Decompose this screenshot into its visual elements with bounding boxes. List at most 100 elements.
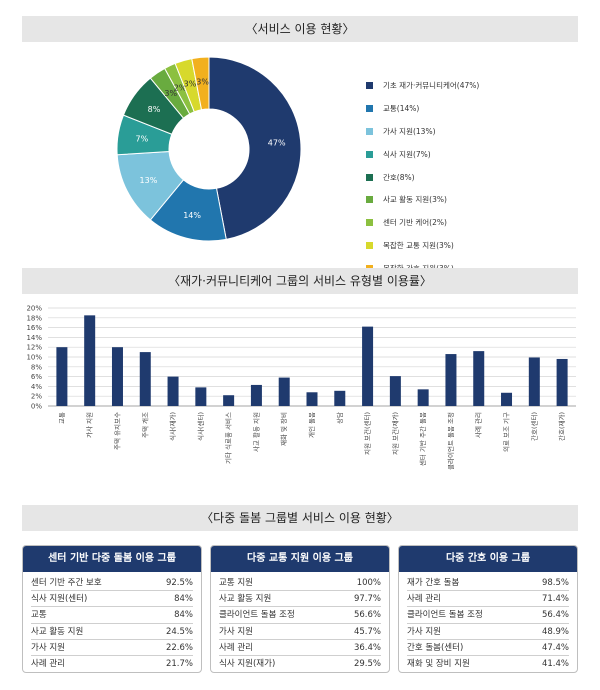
card-row-label: 가사 지원 <box>31 642 65 653</box>
card-row: 교통 지원 100% <box>219 575 381 592</box>
x-tick-label: 개인 돌봄 <box>307 412 316 438</box>
card-row-value: 48.9% <box>541 626 569 637</box>
x-tick-label: 주택 개조 <box>140 412 149 438</box>
usage-rate-bar-chart: 0% 2% 4% 6% 8%10% 12% 14% 16% 18%20% 교통 가사 지원 주택 유지… <box>26 305 576 470</box>
bar <box>362 326 374 406</box>
legend-label: 사교 활동 지원(3%) <box>383 195 447 205</box>
card-row: 교통 84% <box>31 607 193 624</box>
legend-label: 센터 기반 케어(2%) <box>383 218 447 228</box>
card-row-value: 71.4% <box>541 594 569 605</box>
card-row-value: 24.5% <box>165 626 193 637</box>
card-center-based-group: 센터 기반 다중 돌봄 이용 그룹 센터 기반 주간 보호 92.5% 식사 지원(… <box>22 545 202 673</box>
y-tick-label: 18% <box>26 314 42 322</box>
card-row: 클라이언트 돌봄 조정 56.6% <box>219 607 381 624</box>
bar <box>139 352 151 406</box>
section-title-service-usage: 〈서비스 이용 현황〉 <box>22 16 578 42</box>
bar <box>56 347 68 406</box>
donut-slice <box>208 56 302 240</box>
legend-swatch <box>366 127 373 135</box>
slice-label: 13% <box>140 176 158 185</box>
card-row-value: 56.4% <box>541 610 569 621</box>
bar <box>84 315 96 406</box>
x-tick-label: 재화 및 장비 <box>279 412 288 446</box>
y-tick-label: 12% <box>26 344 42 352</box>
legend-swatch <box>366 173 373 181</box>
donut-chart: 47%14%13%7%8%3%2%3% 3% <box>116 56 302 242</box>
bar <box>278 377 290 406</box>
bar <box>306 392 318 406</box>
legend-swatch <box>366 150 373 158</box>
legend-item: 복잡한 교통 지원(3%) <box>366 234 479 257</box>
y-tick-label: 20% <box>26 305 42 313</box>
card-row: 사례 관리 71.4% <box>407 591 569 608</box>
card-row: 가사 지원 48.9% <box>407 624 569 640</box>
card-row-value: 47.4% <box>541 642 569 653</box>
card-row-label: 식사 지원(센터) <box>31 594 88 605</box>
legend-label: 복잡한 교통 지원(3%) <box>383 241 454 251</box>
card-row-label: 클라이언트 돌봄 조정 <box>219 610 295 621</box>
card-rows: 재가 간호 돌봄 98.5% 사례 관리 71.4% 클라이언트 돌봄 조정 56.4% 가… <box>399 572 577 672</box>
y-tick-label: 0% <box>31 403 42 411</box>
card-transport-group: 다중 교통 지원 이용 그룹 교통 지원 100% 사교 활동 지원 97.7% 클라이… <box>210 545 390 673</box>
bar <box>417 389 429 406</box>
card-row: 사교 활동 지원 97.7% <box>219 591 381 608</box>
x-tick-label: 의료 보조 기구 <box>502 412 511 452</box>
card-row-label: 교통 지원 <box>219 578 253 588</box>
x-tick-label: 간호(재가) <box>557 412 566 441</box>
bar <box>473 351 485 406</box>
bar <box>167 376 179 406</box>
card-row: 클라이언트 돌봄 조정 56.4% <box>407 607 569 624</box>
card-row-value: 21.7% <box>165 658 193 669</box>
card-row-value: 41.4% <box>541 658 569 669</box>
bar <box>445 354 457 406</box>
card-row-label: 가사 지원 <box>407 626 441 637</box>
x-tick-label: 간호(센터) <box>529 412 538 441</box>
legend-item: 기초 재가·커뮤니티케어(47%) <box>366 74 479 97</box>
x-tick-label: 사교 활동 지원 <box>251 412 260 452</box>
legend-item: 간호(8%) <box>366 166 479 189</box>
x-tick-label: 식사(센터) <box>196 412 205 441</box>
legend-label: 교통(14%) <box>383 103 420 113</box>
legend-swatch <box>366 242 373 250</box>
card-row: 식사 지원(센터) 84% <box>31 591 193 608</box>
legend-item: 사교 활동 지원(3%) <box>366 188 479 211</box>
slice-label: 8% <box>148 105 161 114</box>
y-tick-label: 2% <box>31 393 42 401</box>
x-tick-label: 주택 유지보수 <box>112 412 121 450</box>
bar <box>223 395 235 406</box>
card-row-label: 사교 활동 지원 <box>31 626 84 637</box>
y-tick-label: 4% <box>31 383 42 391</box>
x-tick-label: 식사(재가) <box>168 412 177 441</box>
y-tick-label: 10% <box>26 354 42 362</box>
card-row: 센터 기반 주간 보호 92.5% <box>31 575 193 592</box>
card-row-value: 45.7% <box>353 626 381 637</box>
x-tick-label: 가사 지원 <box>85 412 94 438</box>
card-row: 재화 및 장비 지원 41.4% <box>407 656 569 672</box>
card-title: 다중 간호 이용 그룹 <box>399 546 577 572</box>
x-tick-label: 지원 보건(센터) <box>363 412 372 455</box>
card-row: 사례 관리 21.7% <box>31 656 193 672</box>
card-row-label: 센터 기반 주간 보호 <box>31 578 102 588</box>
card-row: 사교 활동 지원 24.5% <box>31 624 193 640</box>
y-tick-label: 14% <box>26 334 42 342</box>
slice-label: 3% <box>196 77 209 86</box>
bar <box>528 357 540 406</box>
card-row-label: 재가 간호 돌봄 <box>407 578 460 588</box>
slice-label: 3% <box>164 89 177 98</box>
legend-item: 센터 기반 케어(2%) <box>366 211 479 234</box>
legend-swatch <box>366 104 373 112</box>
card-row-value: 84% <box>174 594 193 605</box>
card-row-value: 22.6% <box>165 642 193 653</box>
x-tick-label: 상담 <box>335 412 344 424</box>
x-tick-label: 지원 보건(재가) <box>390 412 399 455</box>
card-title: 센터 기반 다중 돌봄 이용 그룹 <box>23 546 201 572</box>
card-row-label: 교통 <box>31 610 47 621</box>
slice-label: 14% <box>183 211 201 220</box>
card-row-value: 98.5% <box>541 578 569 588</box>
card-row: 가사 지원 22.6% <box>31 640 193 656</box>
card-row-label: 식사 지원(재가) <box>219 658 276 669</box>
card-row-label: 간호 돌봄(센터) <box>407 642 464 653</box>
x-tick-label: 클라이언트 돌봄 조정 <box>446 412 455 470</box>
bar <box>389 376 401 406</box>
donut-slice <box>191 56 210 111</box>
